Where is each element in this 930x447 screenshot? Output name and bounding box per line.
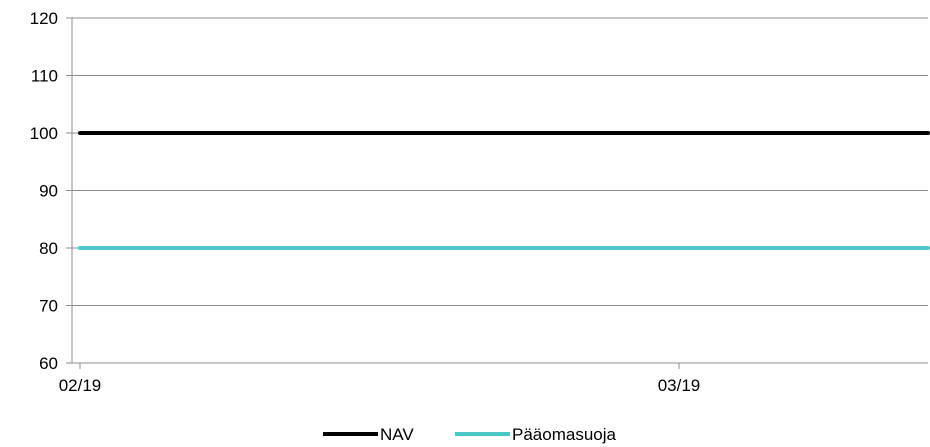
y-tick-label: 100 <box>30 124 58 143</box>
y-tick-label: 60 <box>39 354 58 373</box>
gridlines <box>72 17 928 306</box>
y-tick-label: 110 <box>31 67 58 86</box>
y-tick-label: 90 <box>39 182 58 201</box>
x-tick-label: 03/19 <box>658 376 701 395</box>
y-tick-label: 80 <box>39 239 58 258</box>
y-tick-label: 70 <box>39 297 58 316</box>
y-tick-label: 120 <box>30 9 58 28</box>
x-tick-label: 02/19 <box>59 376 102 395</box>
legend-label: Pääomasuoja <box>512 425 617 444</box>
axes: 60 70 80 90 100 110 120 02/19 03/19 <box>30 9 928 395</box>
legend: NAV Pääomasuoja <box>323 425 617 444</box>
series-lines <box>78 131 930 250</box>
legend-label: NAV <box>380 425 414 444</box>
